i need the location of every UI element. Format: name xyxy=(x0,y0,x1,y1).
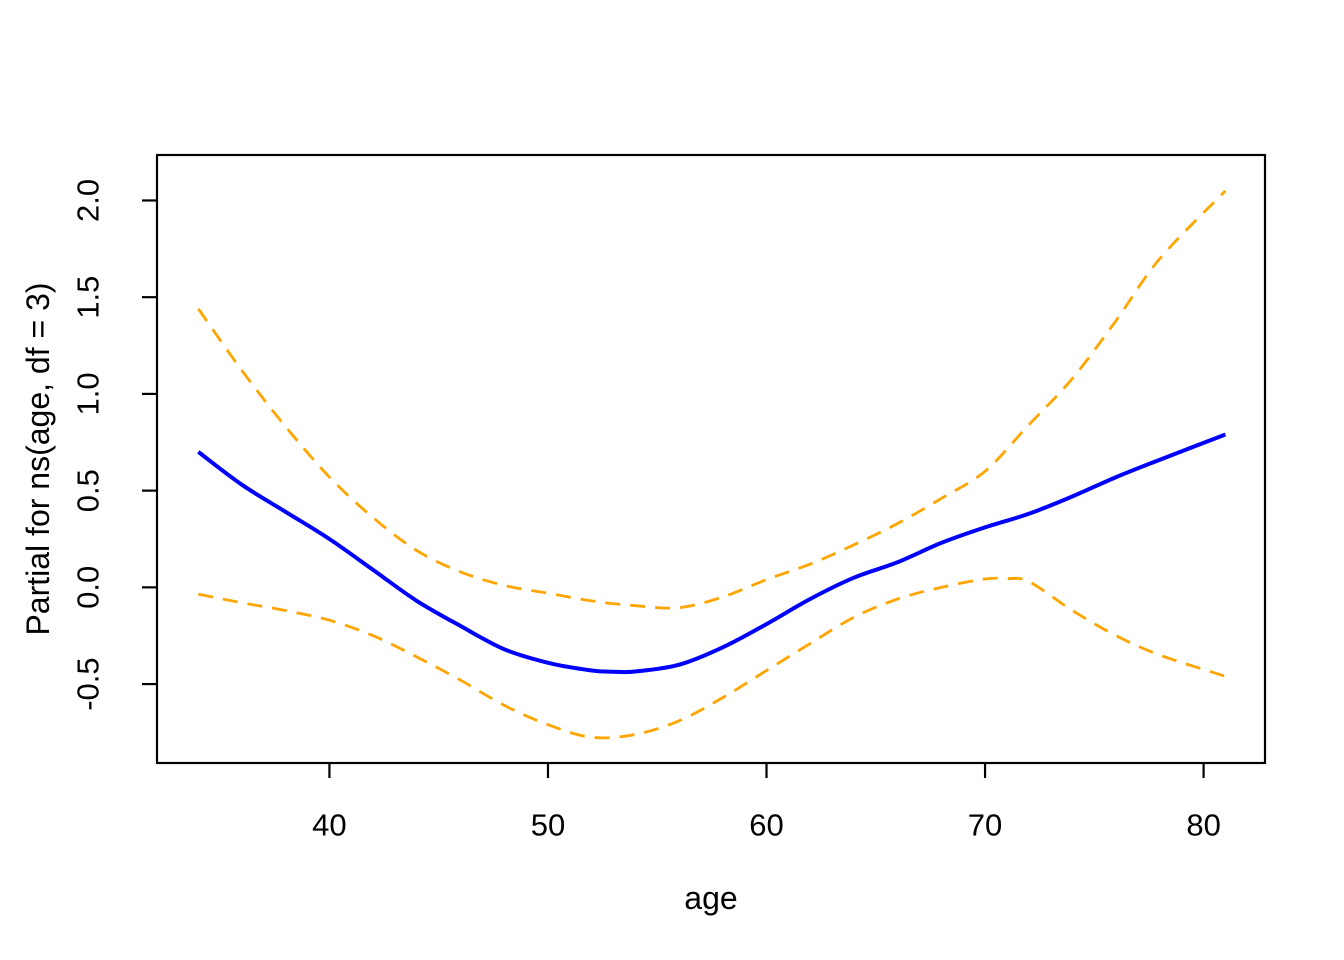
y-tick-label: 2.0 xyxy=(71,179,106,222)
y-tick-label: 0.5 xyxy=(71,469,106,512)
y-axis-title: Partial for ns(age, df = 3) xyxy=(20,282,56,635)
series-curves xyxy=(197,189,1227,740)
x-axis: 40 50 60 70 80 xyxy=(312,763,1221,843)
x-tick-label: 40 xyxy=(312,808,346,843)
x-tick-label: 50 xyxy=(531,808,565,843)
y-tick-label: -0.5 xyxy=(71,657,106,710)
x-axis-title: age xyxy=(684,880,737,916)
confidence-band-line xyxy=(198,576,1226,740)
y-tick-label: 1.0 xyxy=(71,372,106,415)
x-tick-label: 60 xyxy=(749,808,783,843)
x-tick-label: 80 xyxy=(1186,808,1220,843)
fit-line xyxy=(197,432,1227,675)
y-tick-label: 0.0 xyxy=(71,566,106,609)
y-axis: -0.5 0.0 0.5 1.0 1.5 2.0 xyxy=(71,179,157,711)
y-tick-label: 1.5 xyxy=(71,276,106,319)
plot-box xyxy=(155,153,1267,765)
confidence-band-line xyxy=(197,189,1227,610)
x-tick-label: 70 xyxy=(968,808,1002,843)
